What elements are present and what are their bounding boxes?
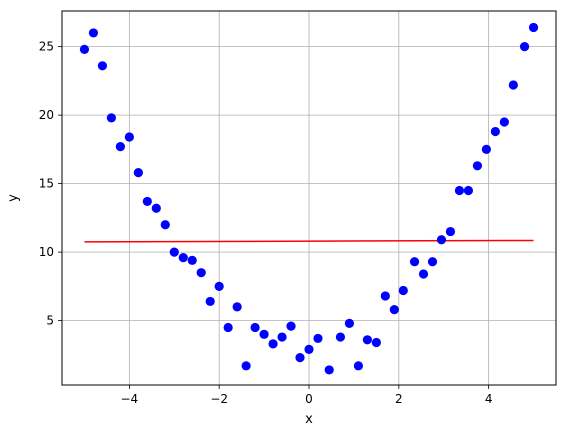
data-point xyxy=(259,329,269,339)
data-point xyxy=(151,203,161,213)
y-tick-label: 10 xyxy=(39,245,54,259)
data-point xyxy=(214,281,224,291)
data-point xyxy=(353,361,363,371)
data-point xyxy=(277,332,287,342)
x-tick-label: −2 xyxy=(210,392,228,406)
data-point xyxy=(79,44,90,54)
y-tick-label: 20 xyxy=(39,108,54,122)
fit-line-layer xyxy=(84,239,534,243)
data-point xyxy=(398,285,408,296)
data-point xyxy=(232,302,242,312)
y-axis-label: y xyxy=(6,194,21,202)
data-point xyxy=(463,185,474,196)
data-point xyxy=(389,305,399,315)
tick-marks: −4 −2 0 2 4 5 10 15 20 25 xyxy=(39,40,493,406)
x-axis-label: x xyxy=(305,412,313,427)
data-point xyxy=(508,80,518,90)
data-point xyxy=(454,185,465,196)
data-point xyxy=(268,339,278,349)
x-tick-label: 2 xyxy=(395,392,403,406)
data-point xyxy=(528,22,539,33)
data-point xyxy=(481,144,491,154)
fit-line xyxy=(84,239,534,243)
y-tick-label: 25 xyxy=(39,40,54,54)
y-tick-label: 15 xyxy=(39,177,54,191)
x-tick-label: −4 xyxy=(121,392,139,406)
data-point xyxy=(472,161,483,171)
data-point xyxy=(205,296,215,307)
data-point xyxy=(160,220,170,230)
data-point xyxy=(196,268,206,278)
grid-lines xyxy=(62,11,556,385)
data-point xyxy=(223,322,233,333)
data-point xyxy=(519,42,530,52)
data-point xyxy=(371,337,381,348)
data-point xyxy=(187,255,197,265)
x-tick-label: 0 xyxy=(305,392,313,406)
data-point xyxy=(418,269,429,279)
data-point xyxy=(313,333,323,344)
data-point xyxy=(124,132,134,142)
data-point xyxy=(286,321,296,331)
data-point xyxy=(324,365,334,375)
data-point xyxy=(409,257,420,267)
data-point xyxy=(88,28,99,38)
data-point xyxy=(142,196,152,207)
data-point xyxy=(335,332,346,342)
data-point xyxy=(241,361,251,371)
data-point xyxy=(380,291,390,301)
data-point xyxy=(115,142,125,152)
data-point xyxy=(427,257,438,267)
y-tick-label: 5 xyxy=(46,314,54,328)
data-point xyxy=(445,226,456,237)
x-tick-label: 4 xyxy=(485,392,493,406)
data-point xyxy=(362,335,372,345)
data-point xyxy=(133,168,143,178)
data-point xyxy=(97,61,108,71)
data-points xyxy=(79,22,539,375)
data-point xyxy=(178,252,188,263)
data-point xyxy=(295,353,305,363)
data-point xyxy=(344,318,355,328)
data-point xyxy=(499,117,509,127)
data-point xyxy=(169,247,179,257)
data-point xyxy=(304,344,314,354)
data-point xyxy=(436,235,447,245)
data-point xyxy=(250,322,260,333)
data-point xyxy=(106,113,116,123)
data-point xyxy=(490,126,500,137)
